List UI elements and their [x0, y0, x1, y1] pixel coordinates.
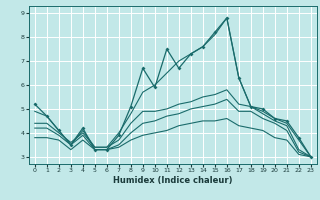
X-axis label: Humidex (Indice chaleur): Humidex (Indice chaleur)	[113, 176, 233, 185]
